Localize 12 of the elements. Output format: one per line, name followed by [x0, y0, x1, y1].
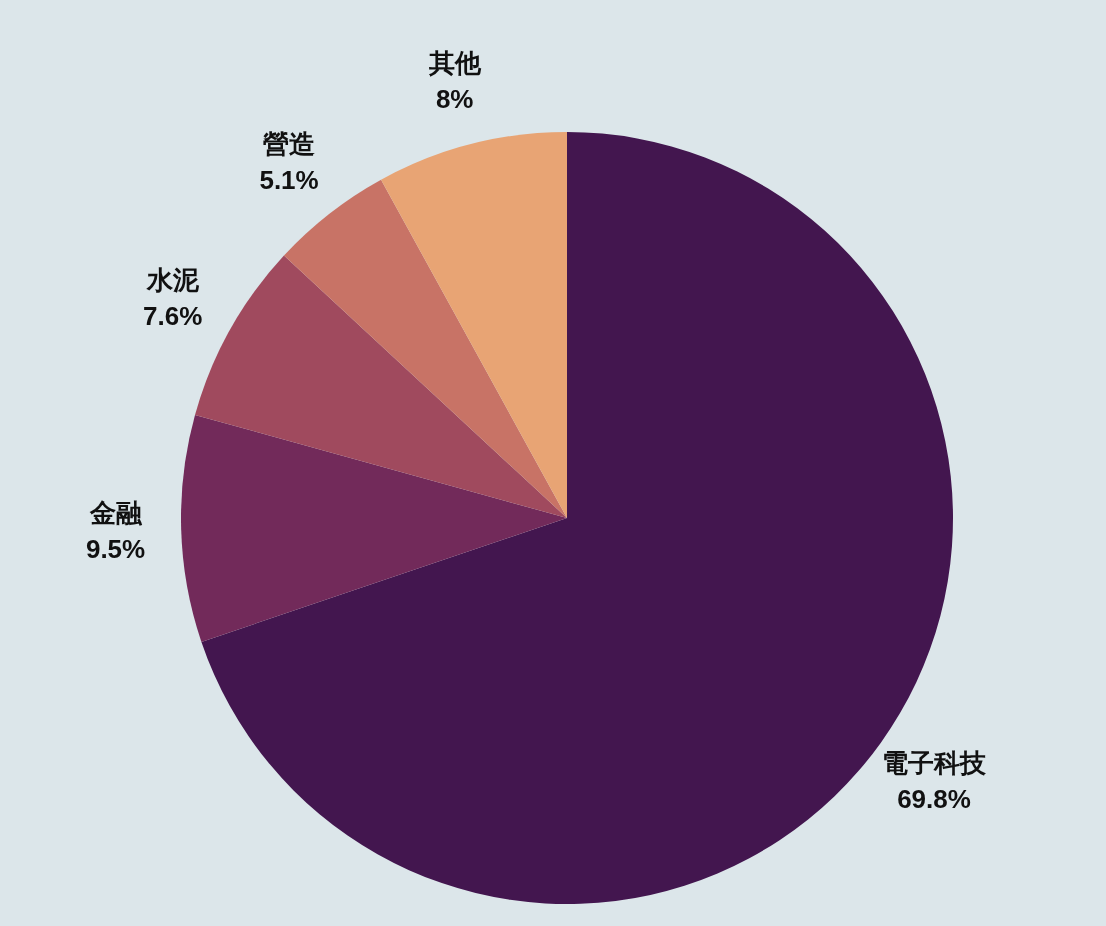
data-label: 69.8% — [897, 784, 971, 815]
slice-label: 水泥 — [145, 264, 200, 295]
slice-label: 金融 — [88, 497, 143, 528]
data-label: 8% — [435, 83, 474, 114]
pie-slice — [381, 132, 567, 518]
slice-label: 電子科技 — [882, 748, 988, 779]
pie-slice — [181, 414, 567, 642]
data-label: 5.1% — [259, 165, 319, 196]
data-label: 7.6% — [142, 300, 203, 331]
slice-label: 其他 — [427, 47, 482, 78]
slice-label: 營造 — [263, 129, 316, 160]
data-label: 9.5% — [85, 533, 146, 564]
